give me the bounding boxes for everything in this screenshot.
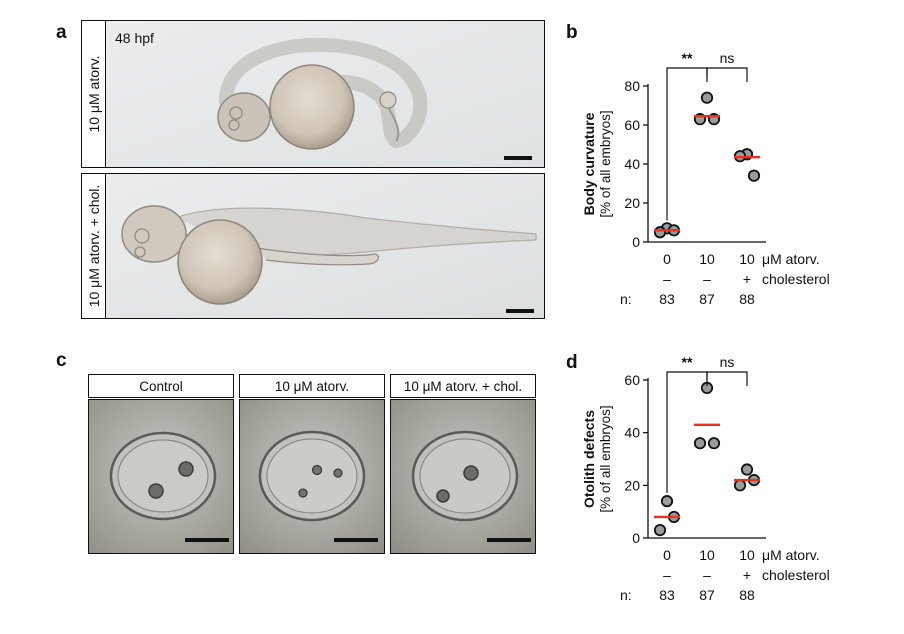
chart-d-row-label-cholesterol: cholesterol <box>762 567 830 583</box>
column-title-atorv-chol: 10 μM atorv. + chol. <box>390 374 536 398</box>
column-title-atorv: 10 μM atorv. <box>239 374 385 398</box>
chart-b-significance-label: ** <box>682 50 693 66</box>
chart-d-ylabel-sub: [% of all embryos] <box>598 405 613 512</box>
chart-b-row-label-cholesterol: cholesterol <box>762 271 830 287</box>
chart-body-curvature: 0 20 40 60 80 Body curvature [% of all embryos… <box>581 50 830 307</box>
chart-b-significance-bracket <box>706 67 748 82</box>
chart-d-row-label-dose: μM atorv. <box>762 547 820 563</box>
stage-label: 48 hpf <box>115 30 154 46</box>
chart-b-n-label: 83 <box>659 291 675 307</box>
chart-b-cholesterol-label: – <box>663 271 671 287</box>
chart-b-y-tick-label: 60 <box>624 117 640 133</box>
scale-bar <box>185 538 229 542</box>
chart-d-significance-bracket <box>706 371 748 386</box>
panel-label-c: c <box>56 350 67 371</box>
chart-d-significance-bracket <box>666 371 708 494</box>
chart-d-significance-label: ** <box>682 354 693 370</box>
embryo-straight-image <box>106 174 544 318</box>
otolith-photo-atorv <box>239 399 385 554</box>
chart-d-n-label: 83 <box>659 587 675 603</box>
scale-bar <box>504 156 532 160</box>
chart-d-significance-label: ns <box>720 354 735 370</box>
panel-label-a: a <box>56 22 67 43</box>
chart-d-data-point <box>660 495 674 508</box>
chart-d-y-tick-label: 0 <box>632 530 640 546</box>
chart-d-x-tick-label: 10 <box>699 547 715 563</box>
chart-d-data-point <box>740 463 754 476</box>
column-title-control: Control <box>88 374 234 398</box>
chart-b-x-tick-label: 10 <box>739 251 755 267</box>
chart-b-y-tick-label: 20 <box>624 195 640 211</box>
row-label-box-atorv-chol: 10 μM atorv. + chol. <box>81 173 106 319</box>
chart-d-data-point <box>733 479 747 492</box>
chart-b-row-label-n: n: <box>620 291 632 307</box>
chart-d-row-label-n: n: <box>620 587 632 603</box>
chart-d-cholesterol-label: – <box>703 567 711 583</box>
panel-label-d: d <box>566 352 578 373</box>
chart-b-n-label: 88 <box>739 291 755 307</box>
chart-d-x-tick-label: 0 <box>663 547 671 563</box>
scale-bar <box>506 309 534 313</box>
chart-b-data-point <box>747 169 761 182</box>
chart-d-x-tick-label: 10 <box>739 547 755 563</box>
chart-b-significance-label: ns <box>720 50 735 66</box>
chart-b-n-label: 87 <box>699 291 715 307</box>
otolith-photo-control <box>88 399 234 554</box>
chart-d-n-label: 88 <box>739 587 755 603</box>
otolith-photo-atorv-chol <box>390 399 536 554</box>
chart-d-cholesterol-label: + <box>743 567 751 583</box>
chart-b-x-tick-label: 0 <box>663 251 671 267</box>
chart-b-data-point <box>700 91 714 104</box>
scale-bar <box>334 538 378 542</box>
row-label-atorv-chol: 10 μM atorv. + chol. <box>85 184 102 308</box>
chart-d-n-label: 87 <box>699 587 715 603</box>
chart-b-data-point <box>653 226 667 239</box>
chart-b-significance-bracket <box>666 67 708 221</box>
panel-label-b: b <box>566 22 578 43</box>
chart-d-y-tick-label: 20 <box>624 477 640 493</box>
chart-d-y-tick-label: 60 <box>624 372 640 388</box>
chart-b-x-tick-label: 10 <box>699 251 715 267</box>
chart-d-ylabel-bold: Otolith defects <box>581 410 597 508</box>
chart-otolith-defects: 0 20 40 60 Otolith defects [% of all embryos]… <box>581 354 830 603</box>
embryo-curved-image <box>106 21 544 167</box>
embryo-photo-atorv-chol <box>105 173 545 319</box>
chart-b-ylabel-bold: Body curvature <box>581 112 597 215</box>
chart-b-cholesterol-label: – <box>703 271 711 287</box>
chart-d-cholesterol-label: – <box>663 567 671 583</box>
chart-d-data-point <box>707 437 721 450</box>
chart-b-row-label-dose: μM atorv. <box>762 251 820 267</box>
chart-b-ylabel-sub: [% of all embryos] <box>598 110 613 217</box>
row-label-atorv: 10 μM atorv. <box>85 55 102 133</box>
chart-d-data-point <box>693 437 707 450</box>
chart-b-y-tick-label: 0 <box>632 234 640 250</box>
chart-b-cholesterol-label: + <box>743 271 751 287</box>
chart-d-data-point <box>653 524 667 537</box>
chart-b-y-tick-label: 40 <box>624 156 640 172</box>
row-label-box-atorv: 10 μM atorv. <box>81 20 106 168</box>
chart-d-y-tick-label: 40 <box>624 425 640 441</box>
embryo-photo-atorv <box>105 20 545 168</box>
scale-bar <box>487 538 531 542</box>
chart-b-y-tick-label: 80 <box>624 78 640 94</box>
